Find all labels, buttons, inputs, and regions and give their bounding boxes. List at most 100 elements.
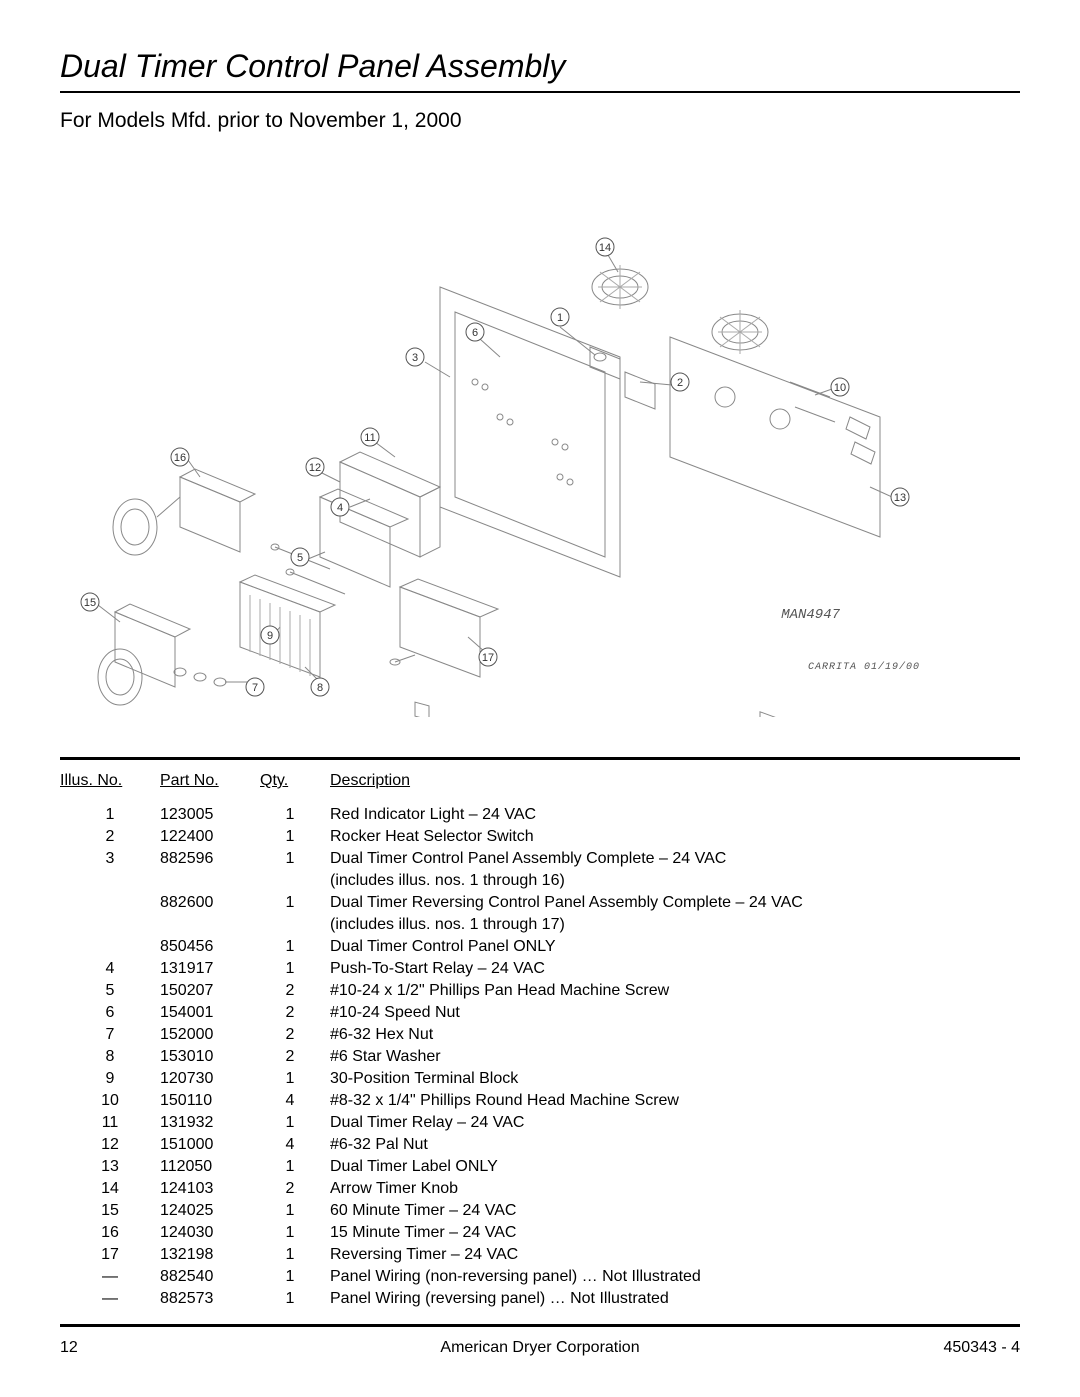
cell-qty: 1 bbox=[260, 1266, 320, 1288]
cell-illus: 11 bbox=[60, 1112, 160, 1134]
cell-part: 122400 bbox=[160, 826, 260, 848]
cell-desc: Arrow Timer Knob bbox=[320, 1178, 1020, 1200]
svg-text:1: 1 bbox=[557, 312, 563, 324]
cell-desc: Push-To-Start Relay – 24 VAC bbox=[320, 958, 1020, 980]
cell-illus: 16 bbox=[60, 1222, 160, 1244]
svg-text:5: 5 bbox=[297, 552, 303, 564]
cell-illus: 7 bbox=[60, 1024, 160, 1046]
cell-illus: 5 bbox=[60, 980, 160, 1002]
cell-qty: 1 bbox=[260, 1244, 320, 1266]
cell-illus: — bbox=[60, 1288, 160, 1310]
cell-desc: (includes illus. nos. 1 through 17) bbox=[320, 914, 1020, 936]
cell-illus: 6 bbox=[60, 1002, 160, 1024]
cell-qty: 2 bbox=[260, 1024, 320, 1046]
cell-part: 124030 bbox=[160, 1222, 260, 1244]
svg-text:9: 9 bbox=[267, 630, 273, 642]
cell-desc: #10-24 Speed Nut bbox=[320, 1002, 1020, 1024]
exploded-diagram: 1234567891011121314151617 MAN4947 CARRIT… bbox=[60, 157, 1020, 717]
table-row: 51502072#10-24 x 1/2" Phillips Pan Head … bbox=[60, 980, 1020, 1002]
callout-3: 3 bbox=[406, 348, 424, 366]
cell-part: 112050 bbox=[160, 1156, 260, 1178]
callout-8: 8 bbox=[311, 678, 329, 696]
svg-text:3: 3 bbox=[412, 352, 418, 364]
cell-part: 124025 bbox=[160, 1200, 260, 1222]
callout-9: 9 bbox=[261, 626, 279, 644]
cell-part bbox=[160, 870, 260, 892]
cell-illus: — bbox=[60, 1266, 160, 1288]
table-row: 38825961Dual Timer Control Panel Assembl… bbox=[60, 848, 1020, 870]
cell-part: 124103 bbox=[160, 1178, 260, 1200]
cell-part: 132198 bbox=[160, 1244, 260, 1266]
table-row: (includes illus. nos. 1 through 17) bbox=[60, 914, 1020, 936]
cell-qty: 1 bbox=[260, 848, 320, 870]
table-row: 11230051Red Indicator Light – 24 VAC bbox=[60, 804, 1020, 826]
cell-desc: Red Indicator Light – 24 VAC bbox=[320, 804, 1020, 826]
header-part: Part No. bbox=[160, 772, 260, 804]
svg-text:2: 2 bbox=[677, 377, 683, 389]
cell-illus bbox=[60, 870, 160, 892]
cell-qty: 1 bbox=[260, 1112, 320, 1134]
diagram-man-label: MAN4947 bbox=[781, 607, 840, 623]
cell-desc: Panel Wiring (non-reversing panel) … Not… bbox=[320, 1266, 1020, 1288]
cell-part: 123005 bbox=[160, 804, 260, 826]
header-illus: Illus. No. bbox=[60, 772, 160, 804]
cell-qty: 1 bbox=[260, 936, 320, 958]
cell-qty bbox=[260, 870, 320, 892]
cell-part: 152000 bbox=[160, 1024, 260, 1046]
cell-part: 154001 bbox=[160, 1002, 260, 1024]
cell-qty: 2 bbox=[260, 1002, 320, 1024]
cell-illus bbox=[60, 892, 160, 914]
cell-desc: Reversing Timer – 24 VAC bbox=[320, 1244, 1020, 1266]
cell-desc: Dual Timer Reversing Control Panel Assem… bbox=[320, 892, 1020, 914]
cell-part: 150207 bbox=[160, 980, 260, 1002]
cell-illus: 12 bbox=[60, 1134, 160, 1156]
header-qty: Qty. bbox=[260, 772, 320, 804]
diagram-svg: 1234567891011121314151617 bbox=[60, 157, 1020, 717]
cell-qty: 1 bbox=[260, 1068, 320, 1090]
cell-part: 882596 bbox=[160, 848, 260, 870]
cell-part: 131932 bbox=[160, 1112, 260, 1134]
callout-7: 7 bbox=[246, 678, 264, 696]
cell-illus: 17 bbox=[60, 1244, 160, 1266]
cell-desc: #6-32 Pal Nut bbox=[320, 1134, 1020, 1156]
table-row: 71520002#6-32 Hex Nut bbox=[60, 1024, 1020, 1046]
cell-qty: 2 bbox=[260, 1178, 320, 1200]
svg-text:8: 8 bbox=[317, 682, 323, 694]
callout-17: 17 bbox=[479, 648, 497, 666]
svg-text:6: 6 bbox=[472, 327, 478, 339]
cell-desc: #6-32 Hex Nut bbox=[320, 1024, 1020, 1046]
table-row: 141241032Arrow Timer Knob bbox=[60, 1178, 1020, 1200]
cell-desc: (includes illus. nos. 1 through 16) bbox=[320, 870, 1020, 892]
callout-15: 15 bbox=[81, 593, 99, 611]
cell-part: 151000 bbox=[160, 1134, 260, 1156]
table-row: 21224001Rocker Heat Selector Switch bbox=[60, 826, 1020, 848]
cell-desc: Dual Timer Control Panel Assembly Comple… bbox=[320, 848, 1020, 870]
cell-illus: 9 bbox=[60, 1068, 160, 1090]
table-row: —8825731Panel Wiring (reversing panel) …… bbox=[60, 1288, 1020, 1310]
cell-illus: 3 bbox=[60, 848, 160, 870]
cell-desc: 15 Minute Timer – 24 VAC bbox=[320, 1222, 1020, 1244]
cell-desc: Dual Timer Label ONLY bbox=[320, 1156, 1020, 1178]
callout-1: 1 bbox=[551, 308, 569, 326]
table-row: 171321981Reversing Timer – 24 VAC bbox=[60, 1244, 1020, 1266]
callout-4: 4 bbox=[331, 498, 349, 516]
table-row: 16124030115 Minute Timer – 24 VAC bbox=[60, 1222, 1020, 1244]
page-title: Dual Timer Control Panel Assembly bbox=[60, 48, 1020, 93]
cell-part: 882600 bbox=[160, 892, 260, 914]
callout-14: 14 bbox=[596, 238, 614, 256]
cell-qty: 1 bbox=[260, 1222, 320, 1244]
diagram-carrita-label: CARRITA 01/19/00 bbox=[808, 662, 920, 673]
cell-desc: Dual Timer Control Panel ONLY bbox=[320, 936, 1020, 958]
cell-qty bbox=[260, 914, 320, 936]
table-row: 9120730130-Position Terminal Block bbox=[60, 1068, 1020, 1090]
svg-text:11: 11 bbox=[364, 432, 375, 444]
cell-qty: 1 bbox=[260, 1156, 320, 1178]
parts-table-wrap: Illus. No. Part No. Qty. Description 112… bbox=[60, 757, 1020, 1327]
cell-qty: 2 bbox=[260, 980, 320, 1002]
cell-illus: 13 bbox=[60, 1156, 160, 1178]
table-row: —8825401Panel Wiring (non-reversing pane… bbox=[60, 1266, 1020, 1288]
table-row: 8826001Dual Timer Reversing Control Pane… bbox=[60, 892, 1020, 914]
cell-qty: 1 bbox=[260, 892, 320, 914]
table-row: (includes illus. nos. 1 through 16) bbox=[60, 870, 1020, 892]
table-row: 15124025160 Minute Timer – 24 VAC bbox=[60, 1200, 1020, 1222]
